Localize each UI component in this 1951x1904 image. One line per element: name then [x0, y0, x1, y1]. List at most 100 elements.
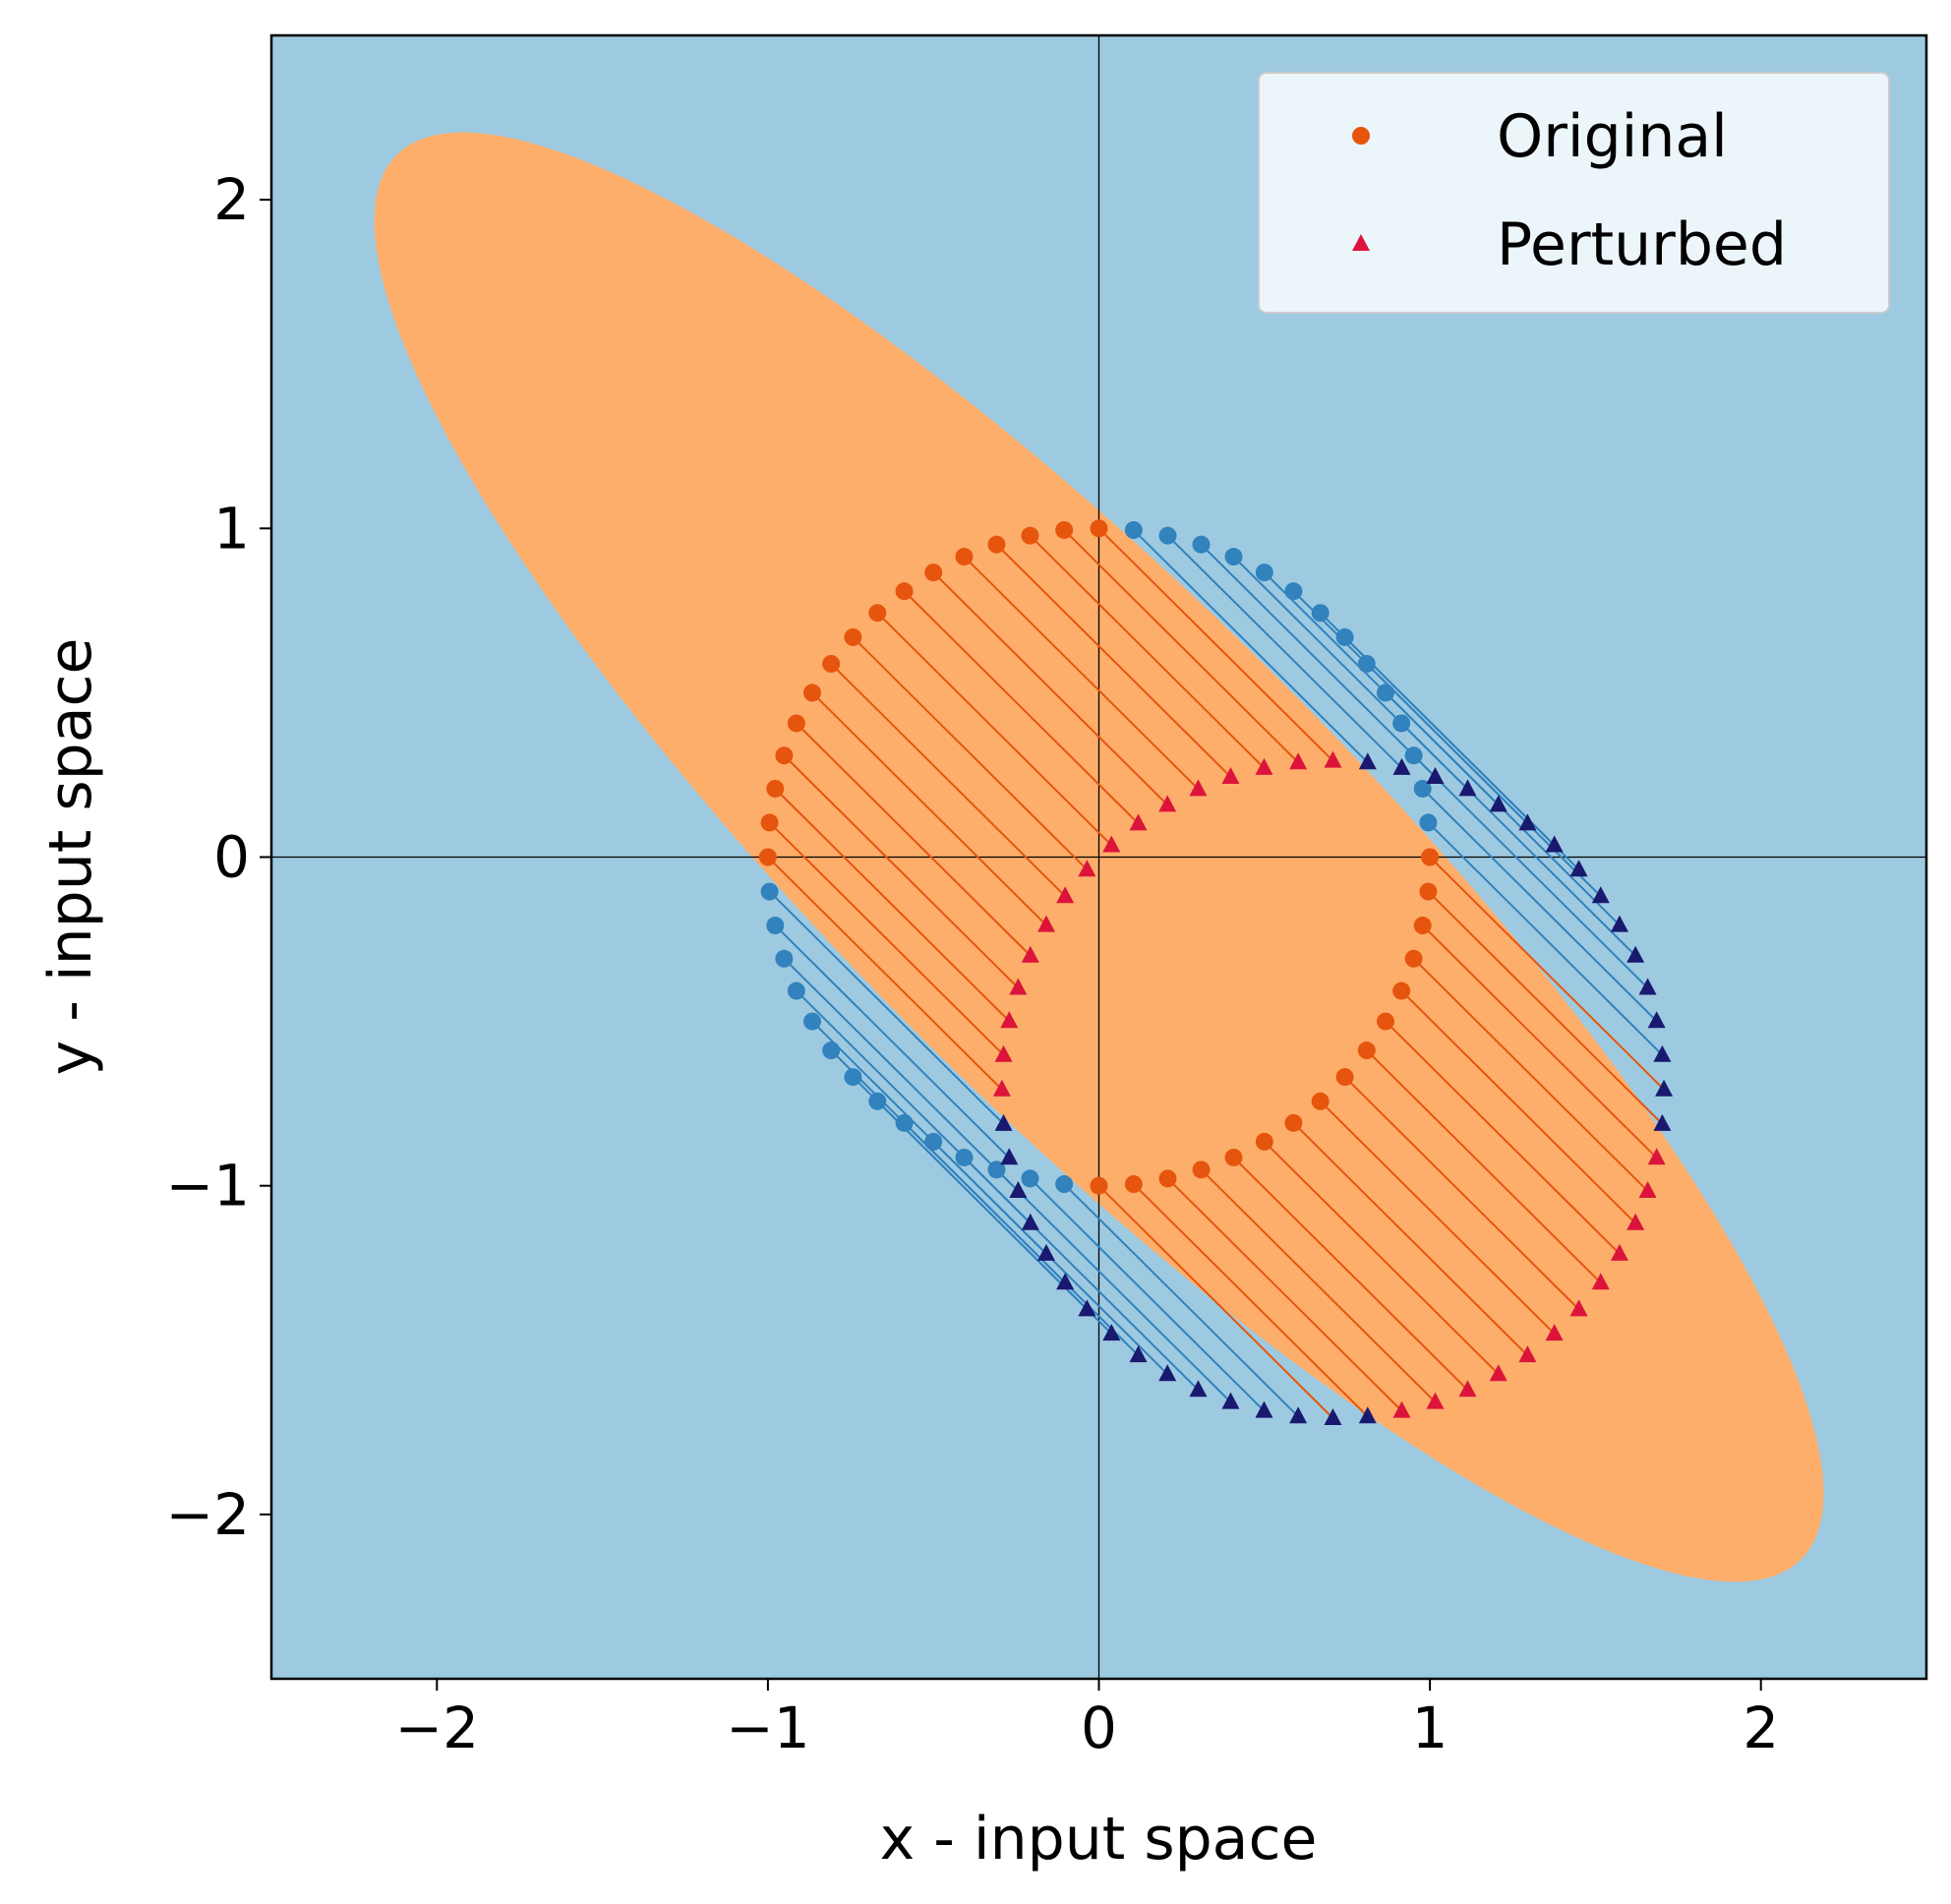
perturbation-line: [903, 1122, 1140, 1356]
original-point: [1404, 746, 1423, 765]
original-point: [1376, 684, 1394, 702]
original-point: [1335, 1068, 1354, 1087]
x-tick-label: −2: [395, 1695, 480, 1761]
perturbation-line: [774, 924, 1010, 1160]
perturbation-line: [783, 754, 1020, 989]
perturbed-point: [1458, 1380, 1477, 1398]
perturbed-point: [1647, 1148, 1666, 1165]
perturbation-line: [1427, 821, 1664, 1056]
original-point: [822, 654, 841, 673]
original-point: [1192, 1160, 1211, 1179]
perturbation-line: [1200, 543, 1437, 778]
perturbation-line: [1421, 924, 1658, 1160]
original-point: [1284, 582, 1303, 601]
perturbed-point: [1591, 886, 1610, 904]
x-tick-label: 0: [1081, 1695, 1117, 1761]
original-point: [766, 917, 785, 935]
perturbed-point: [1324, 750, 1342, 768]
perturbed-point: [1569, 860, 1588, 877]
original-point: [895, 582, 914, 601]
legend: Original Perturbed: [1258, 72, 1890, 314]
perturbed-point: [1638, 1181, 1657, 1199]
original-point: [1335, 627, 1354, 646]
original-point: [1357, 1041, 1376, 1060]
perturbed-point: [1289, 752, 1308, 770]
perturbed-point: [1221, 766, 1240, 784]
perturbation-line: [1385, 1020, 1621, 1255]
original-point: [760, 882, 779, 901]
original-point: [775, 746, 794, 765]
perturbed-point: [1591, 1273, 1610, 1290]
perturbation-line: [903, 590, 1140, 825]
perturbed-point: [1036, 915, 1055, 932]
perturbed-point: [1255, 1400, 1273, 1418]
legend-marker: [1352, 127, 1370, 145]
y-axis-label: y - input space: [36, 638, 105, 1076]
perturbed-point: [1189, 1380, 1208, 1398]
perturbation-line: [1133, 529, 1369, 763]
perturbation-line: [783, 958, 1020, 1192]
perturbed-point: [1021, 1213, 1039, 1230]
original-point: [868, 1092, 887, 1110]
perturbed-point: [1009, 1181, 1028, 1199]
original-point: [1255, 1132, 1273, 1151]
original-point: [1413, 917, 1432, 935]
perturbation-line: [1366, 1049, 1602, 1283]
perturbed-point: [1655, 1079, 1674, 1097]
original-point: [1255, 564, 1273, 582]
original-point: [1224, 548, 1243, 566]
perturbed-point: [1221, 1392, 1240, 1409]
perturbed-point: [1255, 757, 1273, 775]
original-point: [1419, 813, 1438, 832]
legend-label: Original: [1497, 102, 1728, 171]
perturbed-point: [1610, 915, 1628, 932]
original-point: [1404, 949, 1423, 968]
original-point: [1158, 1169, 1177, 1188]
perturbation-line: [1232, 1157, 1469, 1391]
perturbed-point: [1426, 1392, 1445, 1409]
original-point: [822, 1041, 841, 1060]
original-point: [1158, 526, 1177, 545]
original-point: [766, 779, 785, 798]
perturbation-line: [1319, 1101, 1556, 1335]
perturbation-line: [1200, 1168, 1437, 1403]
x-axis-label: x - input space: [880, 1805, 1318, 1874]
original-point: [1055, 520, 1074, 539]
y-tick-label: −1: [166, 1153, 251, 1220]
original-point: [1413, 779, 1432, 798]
perturbed-point: [1000, 1011, 1019, 1029]
original-point: [1224, 1148, 1243, 1166]
original-point: [1357, 654, 1376, 673]
perturbation-line: [811, 691, 1047, 926]
perturbation-line: [1029, 534, 1266, 769]
perturbed-point: [1392, 1400, 1411, 1418]
perturbation-line: [768, 890, 1005, 1125]
original-point: [924, 1132, 943, 1151]
y-tick-label: −2: [166, 1481, 251, 1548]
perturbation-line: [1133, 1183, 1369, 1418]
y-tick-label: 2: [213, 166, 250, 233]
perturbed-point: [1289, 1406, 1308, 1424]
perturbation-line: [1029, 1177, 1266, 1412]
original-point: [1124, 1175, 1143, 1194]
perturbed-point: [1056, 886, 1075, 904]
original-point: [1021, 526, 1039, 545]
perturbed-point: [1653, 1044, 1672, 1062]
original-point: [924, 564, 943, 582]
perturbed-point: [1569, 1299, 1588, 1317]
perturbed-point: [1324, 1407, 1342, 1425]
original-point: [1055, 1175, 1074, 1194]
original-point: [987, 535, 1006, 554]
perturbed-point: [1009, 978, 1028, 995]
perturbation-line: [1166, 534, 1403, 769]
perturbation-line: [995, 543, 1232, 778]
original-point: [758, 848, 777, 866]
perturbation-line: [1063, 529, 1299, 763]
perturbed-point: [1036, 1243, 1055, 1261]
original-point: [955, 1148, 974, 1166]
perturbed-point: [1129, 813, 1148, 831]
original-point: [1192, 535, 1211, 554]
perturbed-point: [1358, 752, 1377, 770]
perturbed-point: [1189, 779, 1208, 797]
original-point: [895, 1113, 914, 1132]
